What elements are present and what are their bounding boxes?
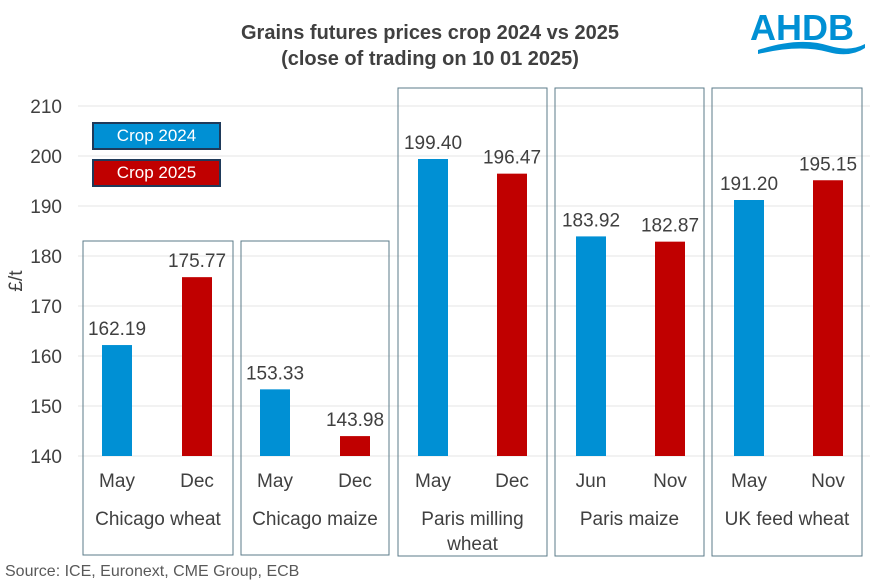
month-label: Nov bbox=[653, 471, 687, 492]
group-label: Paris milling bbox=[421, 509, 523, 530]
data-label: 162.19 bbox=[88, 319, 146, 340]
month-label: Dec bbox=[495, 471, 529, 492]
data-label: 143.98 bbox=[326, 410, 384, 431]
group-label-line2: wheat bbox=[446, 534, 498, 555]
data-label: 199.40 bbox=[404, 133, 462, 154]
y-tick-label: 210 bbox=[30, 97, 62, 118]
y-tick-label: 170 bbox=[30, 297, 62, 318]
data-label: 195.15 bbox=[799, 154, 857, 175]
bar bbox=[813, 180, 843, 456]
bar bbox=[418, 159, 448, 456]
y-tick-label: 190 bbox=[30, 197, 62, 218]
group-box bbox=[82, 240, 234, 556]
data-label: 191.20 bbox=[720, 174, 778, 195]
group-label: UK feed wheat bbox=[725, 509, 850, 530]
bar bbox=[497, 173, 527, 456]
month-label: May bbox=[99, 471, 135, 492]
y-tick-label: 200 bbox=[30, 147, 62, 168]
data-label: 182.87 bbox=[641, 216, 699, 237]
month-label: May bbox=[415, 471, 451, 492]
bar bbox=[734, 200, 764, 456]
group-box bbox=[711, 87, 863, 557]
group-box bbox=[397, 87, 548, 557]
bar bbox=[182, 277, 212, 456]
data-label: 196.47 bbox=[483, 148, 541, 169]
ahdb-logo: AHDB bbox=[750, 7, 865, 55]
group-box bbox=[240, 240, 390, 556]
month-label: May bbox=[731, 471, 767, 492]
y-tick-label: 180 bbox=[30, 247, 62, 268]
group-label: Chicago maize bbox=[252, 509, 378, 530]
y-tick-label: 160 bbox=[30, 347, 62, 368]
group-box bbox=[554, 87, 705, 557]
bar bbox=[260, 389, 290, 456]
bar bbox=[576, 236, 606, 456]
title-line: Grains futures prices crop 2024 vs 2025 bbox=[241, 22, 619, 44]
legend-crop-2024: Crop 2024 bbox=[92, 122, 221, 150]
legend-crop-2025: Crop 2025 bbox=[92, 159, 221, 187]
data-label: 183.92 bbox=[562, 210, 620, 231]
data-label: 175.77 bbox=[168, 251, 226, 272]
y-tick-label: 140 bbox=[30, 447, 62, 468]
chart-title: Grains futures prices crop 2024 vs 2025 … bbox=[150, 20, 710, 72]
svg-text:AHDB: AHDB bbox=[750, 7, 854, 48]
month-label: Dec bbox=[180, 471, 214, 492]
month-label: May bbox=[257, 471, 293, 492]
month-label: Nov bbox=[811, 471, 845, 492]
bar bbox=[102, 345, 132, 456]
y-tick-label: 150 bbox=[30, 397, 62, 418]
subtitle-line: (close of trading on 10 01 2025) bbox=[281, 48, 579, 70]
source-note: Source: ICE, Euronext, CME Group, ECB bbox=[5, 563, 300, 580]
group-label: Chicago wheat bbox=[95, 509, 221, 530]
month-label: Dec bbox=[338, 471, 372, 492]
month-label: Jun bbox=[576, 471, 607, 492]
bar bbox=[655, 241, 685, 456]
y-axis-label: £/t bbox=[6, 270, 27, 292]
group-label: Paris maize bbox=[580, 509, 679, 530]
bar bbox=[340, 436, 370, 456]
data-label: 153.33 bbox=[246, 363, 304, 384]
